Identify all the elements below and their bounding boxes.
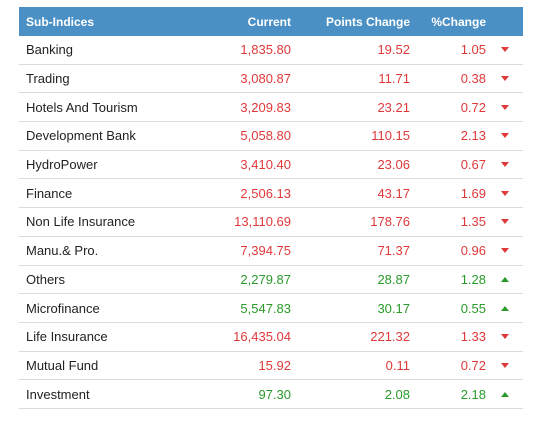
points-change-value: 23.21 [377, 99, 410, 115]
current-value: 3,410.40 [240, 157, 291, 173]
sub-index-name[interactable]: Non Life Insurance [26, 214, 136, 230]
trend-indicator [486, 362, 523, 368]
current-value: 5,058.80 [240, 128, 291, 144]
triangle-down-icon [500, 334, 509, 340]
current-value: 13,110.69 [234, 214, 291, 230]
trend-indicator [486, 219, 523, 225]
pct-change-value: 1.28 [460, 271, 486, 287]
points-change-value: 110.15 [371, 128, 410, 144]
trend-indicator [486, 162, 523, 168]
trend-indicator [486, 133, 523, 139]
current-value: 3,080.87 [240, 71, 291, 87]
pct-change-value: 1.35 [460, 214, 486, 230]
trend-indicator [486, 190, 523, 196]
pct-change-value: 2.13 [460, 128, 486, 144]
points-change-value: 23.06 [377, 157, 410, 173]
triangle-down-icon [500, 133, 509, 139]
triangle-down-icon [500, 162, 509, 168]
table-row[interactable]: Trading 3,080.87 11.71 0.38 [19, 65, 523, 94]
trend-indicator [486, 276, 523, 282]
pct-change-value: 1.69 [460, 185, 486, 201]
trend-indicator [486, 104, 523, 110]
pct-change-value: 0.72 [460, 357, 486, 373]
triangle-up-icon [500, 391, 509, 397]
triangle-up-icon [500, 305, 509, 311]
sub-indices-table: Sub-Indices Current Points Change %Chang… [19, 7, 523, 409]
sub-index-name[interactable]: Trading [26, 71, 70, 87]
table-row[interactable]: Banking 1,835.80 19.52 1.05 [19, 36, 523, 65]
table-row[interactable]: Microfinance 5,547.83 30.17 0.55 [19, 294, 523, 323]
points-change-value: 30.17 [377, 300, 410, 316]
pct-change-value: 1.05 [460, 42, 486, 58]
trend-indicator [486, 76, 523, 82]
current-value: 15.92 [258, 357, 291, 373]
sub-index-name[interactable]: Microfinance [26, 300, 100, 316]
table-row[interactable]: Hotels And Tourism 3,209.83 23.21 0.72 [19, 93, 523, 123]
table-row[interactable]: Non Life Insurance 13,110.69 178.76 1.35 [19, 208, 523, 237]
table-header: Sub-Indices Current Points Change %Chang… [19, 7, 523, 36]
points-change-value: 221.32 [370, 329, 410, 345]
pct-change-value: 0.67 [460, 157, 486, 173]
points-change-value: 71.37 [377, 243, 410, 259]
pct-change-value: 0.72 [460, 99, 486, 115]
sub-index-name[interactable]: Finance [26, 185, 73, 201]
table-row[interactable]: HydroPower 3,410.40 23.06 0.67 [19, 151, 523, 180]
triangle-down-icon [500, 248, 509, 254]
table-row[interactable]: Others 2,279.87 28.87 1.28 [19, 266, 523, 295]
table-row[interactable]: Mutual Fund 15.92 0.11 0.72 [19, 352, 523, 381]
sub-index-name[interactable]: Life Insurance [26, 329, 108, 345]
table-row[interactable]: Investment 97.30 2.08 2.18 [19, 380, 523, 409]
current-value: 16,435.04 [233, 329, 291, 345]
header-pct-change[interactable]: %Change [431, 14, 486, 29]
triangle-down-icon [500, 190, 509, 196]
current-value: 3,209.83 [240, 99, 291, 115]
sub-index-name[interactable]: Mutual Fund [26, 357, 99, 373]
sub-index-name[interactable]: Manu.& Pro. [26, 243, 99, 259]
pct-change-value: 0.38 [460, 71, 486, 87]
points-change-value: 28.87 [377, 271, 410, 287]
current-value: 97.30 [258, 386, 291, 402]
header-points-change[interactable]: Points Change [325, 14, 410, 29]
triangle-down-icon [500, 219, 509, 225]
trend-indicator [486, 391, 523, 397]
table-row[interactable]: Manu.& Pro. 7,394.75 71.37 0.96 [19, 237, 523, 266]
sub-index-name[interactable]: Investment [26, 386, 90, 402]
trend-indicator [486, 47, 523, 53]
sub-index-name[interactable]: HydroPower [26, 157, 98, 173]
table-body: Banking 1,835.80 19.52 1.05 Trading 3,080.87 1… [19, 36, 523, 409]
pct-change-value: 1.33 [460, 329, 486, 345]
points-change-value: 11.71 [378, 71, 410, 87]
current-value: 5,547.83 [240, 300, 291, 316]
pct-change-value: 0.96 [460, 243, 486, 259]
current-value: 7,394.75 [240, 243, 291, 259]
sub-index-name[interactable]: Hotels And Tourism [26, 99, 138, 115]
current-value: 2,279.87 [240, 271, 291, 287]
sub-index-name[interactable]: Development Bank [26, 128, 136, 144]
pct-change-value: 0.55 [460, 300, 486, 316]
sub-index-name[interactable]: Others [26, 271, 66, 287]
triangle-down-icon [500, 362, 509, 368]
trend-indicator [486, 334, 523, 340]
header-current[interactable]: Current [247, 14, 291, 29]
table-row[interactable]: Finance 2,506.13 43.17 1.69 [19, 179, 523, 209]
triangle-down-icon [500, 76, 509, 82]
triangle-down-icon [500, 47, 509, 53]
trend-indicator [486, 248, 523, 254]
current-value: 2,506.13 [240, 185, 291, 201]
points-change-value: 2.08 [384, 386, 410, 402]
table-row[interactable]: Life Insurance 16,435.04 221.32 1.33 [19, 323, 523, 352]
trend-indicator [486, 305, 523, 311]
table-row[interactable]: Development Bank 5,058.80 110.15 2.13 [19, 122, 523, 151]
triangle-down-icon [500, 104, 509, 110]
sub-index-name[interactable]: Banking [26, 42, 73, 58]
current-value: 1,835.80 [240, 42, 291, 58]
pct-change-value: 2.18 [460, 386, 486, 402]
triangle-up-icon [500, 276, 509, 282]
header-sub-indices[interactable]: Sub-Indices [26, 14, 95, 29]
points-change-value: 43.17 [377, 185, 410, 201]
points-change-value: 0.11 [385, 357, 410, 373]
points-change-value: 178.76 [370, 214, 410, 230]
points-change-value: 19.52 [377, 42, 410, 58]
